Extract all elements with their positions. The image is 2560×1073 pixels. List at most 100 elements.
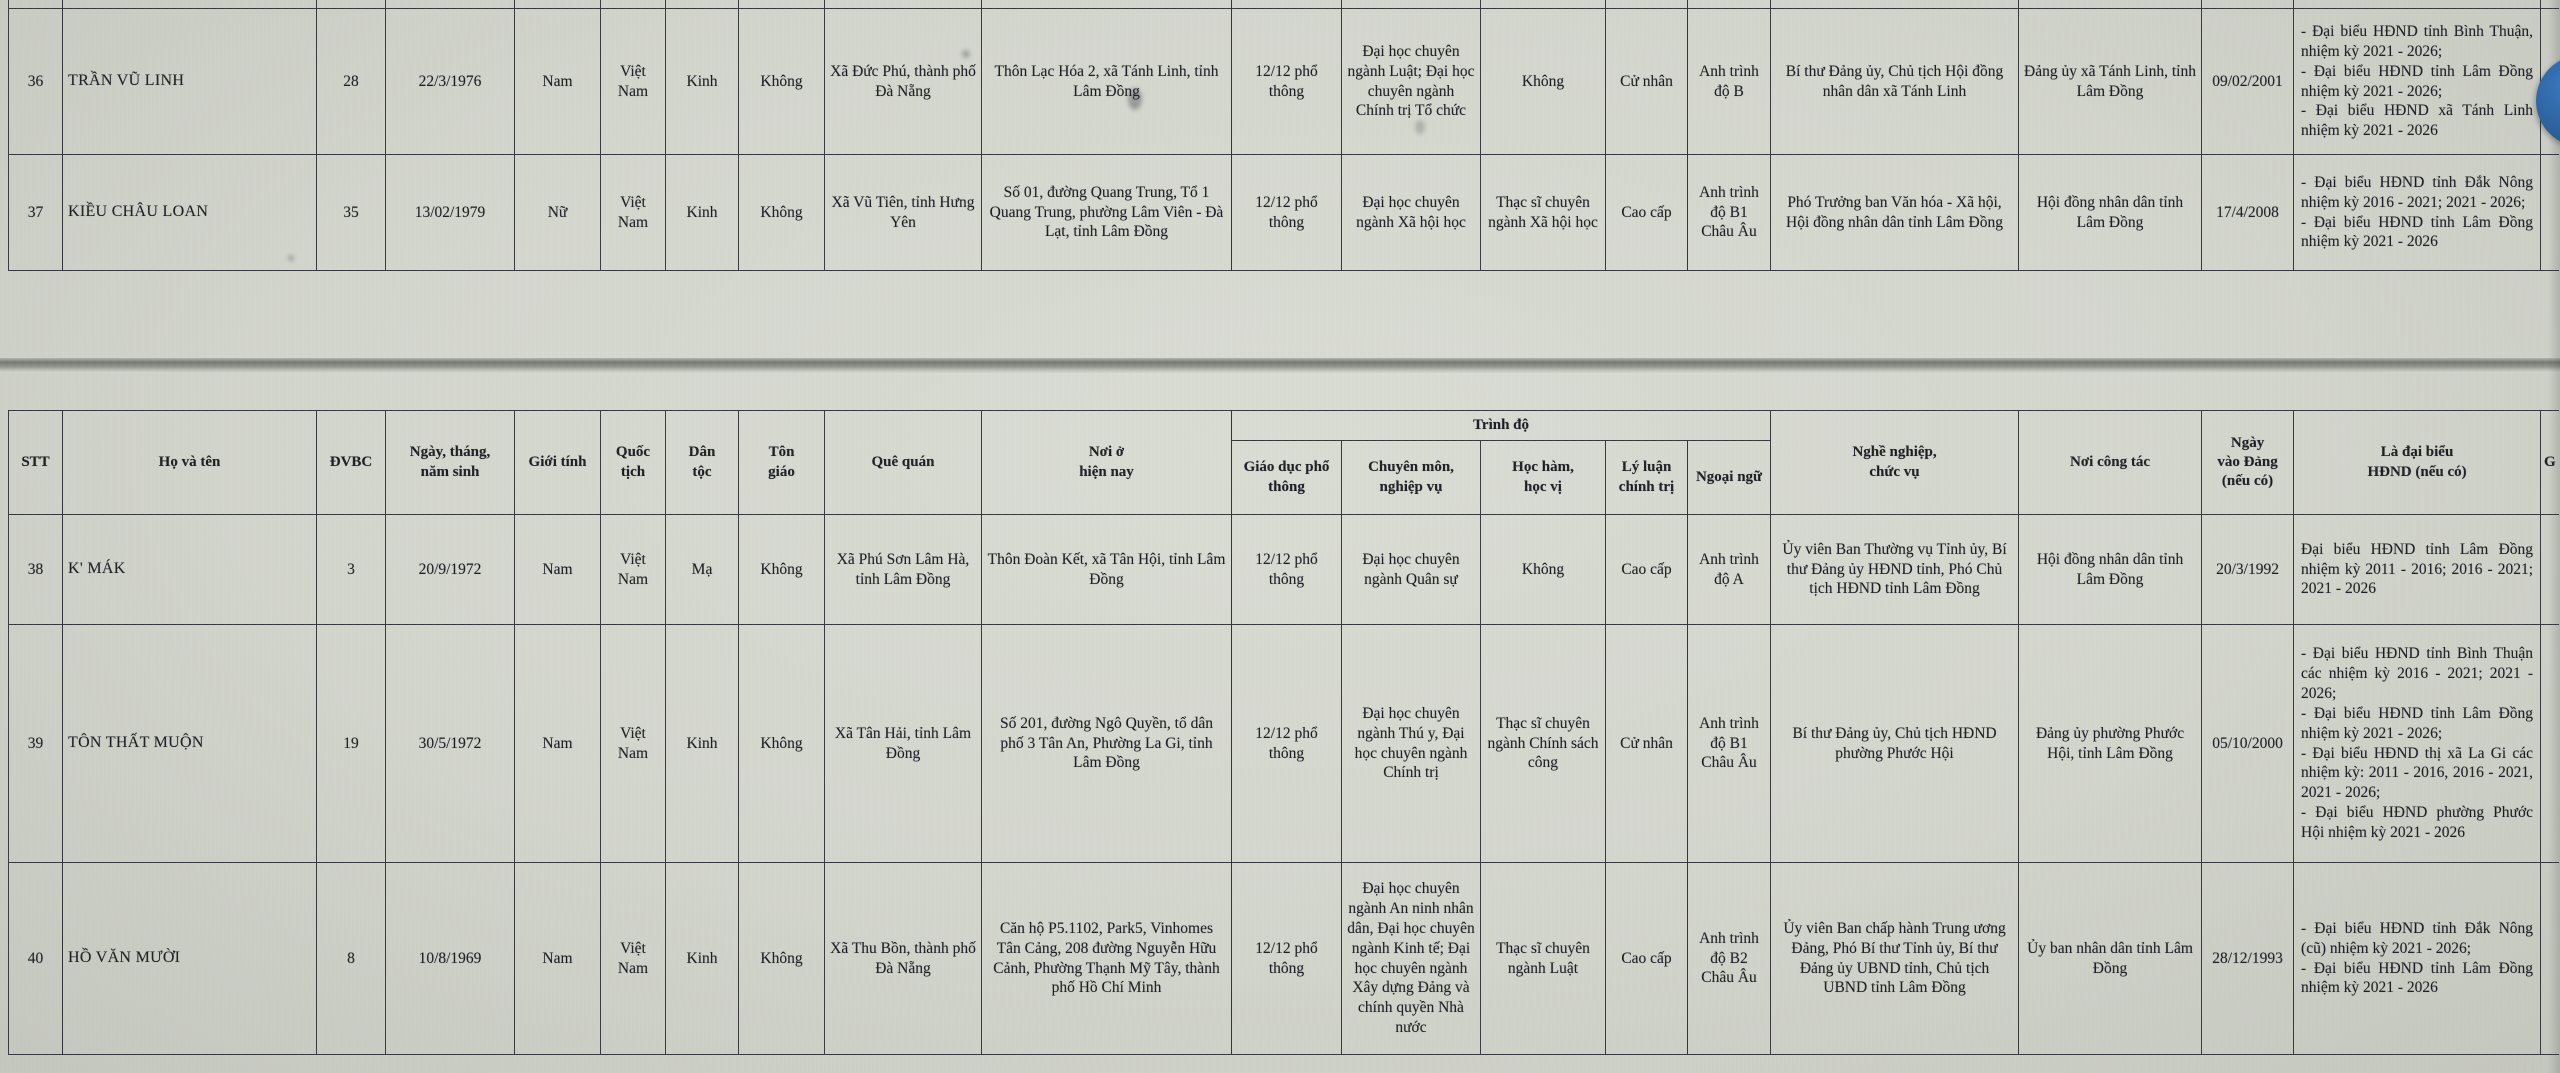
cell-nationality: Việt Nam <box>600 514 666 625</box>
cut-cell <box>385 0 515 9</box>
cut-cell <box>981 0 1232 9</box>
cut-cell <box>1687 0 1771 9</box>
cell-name: TÔN THẤT MUỘN <box>62 624 317 863</box>
cell-language: Anh trình độ B1 Châu Âu <box>1686 624 1772 863</box>
cell-religion: Không <box>738 8 825 155</box>
cell-nationality: Việt Nam <box>600 862 666 1055</box>
cell-ethnicity: Mạ <box>665 514 739 625</box>
cell-name: KIỀU CHÂU LOAN <box>62 154 317 271</box>
cell-residence: Số 01, đường Quang Trung, Tổ 1 Quang Tru… <box>981 154 1232 271</box>
cut-row <box>8 0 2559 9</box>
cell-edu: 12/12 phổ thông <box>1231 514 1342 625</box>
cut-cell <box>824 0 982 9</box>
cell-hometown: Xã Tân Hải, tỉnh Lâm Đồng <box>824 624 982 863</box>
cell-name: HỒ VĂN MƯỜI <box>62 862 317 1055</box>
cell-specialty: Đại học chuyên ngành Luật; Đại học chuyê… <box>1341 8 1481 155</box>
cell-job: Bí thư Đảng ủy, Chủ tịch HĐND phường Phư… <box>1770 624 2020 863</box>
cell-hometown: Xã Phú Sơn Lâm Hà, tỉnh Lâm Đồng <box>824 514 982 625</box>
cell-degree: Thạc sĩ chuyên ngành Chính sách công <box>1480 624 1606 863</box>
cell-ethnicity: Kinh <box>665 862 739 1055</box>
table-row: 39 TÔN THẤT MUỘN 19 30/5/1972 Nam Việt N… <box>8 624 2559 863</box>
cut-cell <box>2201 0 2294 9</box>
cell-gender: Nam <box>514 514 601 625</box>
col-header-stt: STT <box>8 410 63 515</box>
cut-cell <box>2018 0 2202 9</box>
cell-delegate: - Đại biểu HĐND tỉnh Bình Thuận các nhiệ… <box>2293 624 2542 863</box>
roster-table-continued: 36 TRẦN VŨ LINH 28 22/3/1976 Nam Việt Na… <box>8 0 2559 271</box>
cell-name: TRẦN VŨ LINH <box>62 8 317 155</box>
cell-hometown: Xã Vũ Tiên, tỉnh Hưng Yên <box>824 154 982 271</box>
cell-residence: Căn hộ P5.1102, Park5, Vinhomes Tân Cảng… <box>981 862 1232 1055</box>
col-header-job: Nghề nghiệp, chức vụ <box>1770 410 2020 515</box>
cut-cell <box>1480 0 1606 9</box>
cell-religion: Không <box>738 862 825 1055</box>
cell-politics: Cử nhân <box>1605 8 1688 155</box>
cell-language: Anh trình độ B2 Châu Âu <box>1686 862 1772 1055</box>
cell-job: Ủy viên Ban Thường vụ Tỉnh ủy, Bí thư Đả… <box>1770 514 2020 625</box>
cell-residence: Thôn Đoàn Kết, xã Tân Hội, tỉnh Lâm Đồng <box>981 514 1232 625</box>
cell-residence: Thôn Lạc Hóa 2, xã Tánh Linh, tỉnh Lâm Đ… <box>981 8 1232 155</box>
col-header-residence: Nơi ở hiện nay <box>981 410 1232 515</box>
cell-party-date: 20/3/1992 <box>2201 514 2295 625</box>
cell-language: Anh trình độ B <box>1687 8 1771 155</box>
cell-note <box>2540 514 2559 625</box>
cell-job: Ủy viên Ban chấp hành Trung ương Đảng, P… <box>1770 862 2020 1055</box>
cut-cell <box>600 0 666 9</box>
cell-delegate: - Đại biểu HĐND tỉnh Đắk Nông nhiệm kỳ 2… <box>2293 154 2541 271</box>
table-row: 38 K' MÁK 3 20/9/1972 Nam Việt Nam Mạ Kh… <box>8 514 2559 625</box>
cell-religion: Không <box>738 514 825 625</box>
cell-note <box>2540 624 2559 863</box>
cell-workplace: Hội đồng nhân dân tỉnh Lâm Đồng <box>2018 154 2202 271</box>
cut-cell <box>1341 0 1481 9</box>
table-row: 37 KIỀU CHÂU LOAN 35 13/02/1979 Nữ Việt … <box>8 154 2559 271</box>
cell-party-date: 05/10/2000 <box>2201 624 2295 863</box>
cell-delegate: Đại biểu HĐND tỉnh Lâm Đồng nhiệm kỳ 201… <box>2293 514 2542 625</box>
cell-specialty: Đại học chuyên ngành Xã hội học <box>1341 154 1481 271</box>
cut-cell <box>2540 0 2559 9</box>
cell-workplace: Ủy ban nhân dân tỉnh Lâm Đồng <box>2018 862 2203 1055</box>
cut-cell <box>2293 0 2541 9</box>
cut-cell <box>738 0 825 9</box>
cell-dob: 10/8/1969 <box>385 862 515 1055</box>
col-header-delegate: Là đại biểu HĐND (nếu có) <box>2293 410 2542 515</box>
col-header-gender: Giới tính <box>514 410 601 515</box>
cell-party-date: 17/4/2008 <box>2201 154 2294 271</box>
cell-party-date: 28/12/1993 <box>2201 862 2295 1055</box>
cell-stt: 38 <box>8 514 63 625</box>
col-header-language: Ngoại ngữ <box>1686 440 1772 515</box>
cell-gender: Nam <box>514 624 601 863</box>
cell-gender: Nữ <box>514 154 601 271</box>
cell-specialty: Đại học chuyên ngành Quân sự <box>1341 514 1481 625</box>
cell-ethnicity: Kinh <box>665 8 739 155</box>
cell-language: Anh trình độ B1 Châu Âu <box>1687 154 1771 271</box>
cell-party-date: 09/02/2001 <box>2201 8 2294 155</box>
cell-religion: Không <box>738 154 825 271</box>
table-row: 40 HỒ VĂN MƯỜI 8 10/8/1969 Nam Việt Nam … <box>8 862 2559 1055</box>
cell-workplace: Đảng ủy xã Tánh Linh, tỉnh Lâm Đồng <box>2018 8 2202 155</box>
cell-stt: 36 <box>8 8 63 155</box>
cell-dvbc: 3 <box>316 514 386 625</box>
cut-cell <box>665 0 739 9</box>
col-header-degree: Học hàm, học vị <box>1480 440 1606 515</box>
col-header-nationality: Quốc tịch <box>600 410 666 515</box>
cell-degree: Thạc sĩ chuyên ngành Luật <box>1480 862 1606 1055</box>
cell-name: K' MÁK <box>62 514 317 625</box>
cell-workplace: Hội đồng nhân dân tỉnh Lâm Đồng <box>2018 514 2203 625</box>
cell-ethnicity: Kinh <box>665 154 739 271</box>
col-header-level-group: Trình độ <box>1230 410 1772 441</box>
cell-politics: Cao cấp <box>1605 514 1688 625</box>
cell-hometown: Xã Thu Bồn, thành phố Đà Nẵng <box>824 862 982 1055</box>
cell-workplace: Đảng ủy phường Phước Hội, tỉnh Lâm Đồng <box>2018 624 2203 863</box>
col-header-hometown: Quê quán <box>824 410 982 515</box>
cell-religion: Không <box>738 624 825 863</box>
cell-dvbc: 28 <box>316 8 386 155</box>
cell-stt: 40 <box>8 862 63 1055</box>
cell-nationality: Việt Nam <box>600 154 666 271</box>
cell-dvbc: 8 <box>316 862 386 1055</box>
roster-table: STT Họ và tên ĐVBC Ngày, tháng, năm sinh… <box>8 410 2559 1055</box>
header-row: STT Họ và tên ĐVBC Ngày, tháng, năm sinh… <box>8 410 2559 515</box>
col-header-party-date: Ngày vào Đảng (nếu có) <box>2201 410 2295 515</box>
cell-edu: 12/12 phổ thông <box>1231 624 1342 863</box>
col-header-religion: Tôn giáo <box>738 410 825 515</box>
cut-cell <box>1231 0 1342 9</box>
